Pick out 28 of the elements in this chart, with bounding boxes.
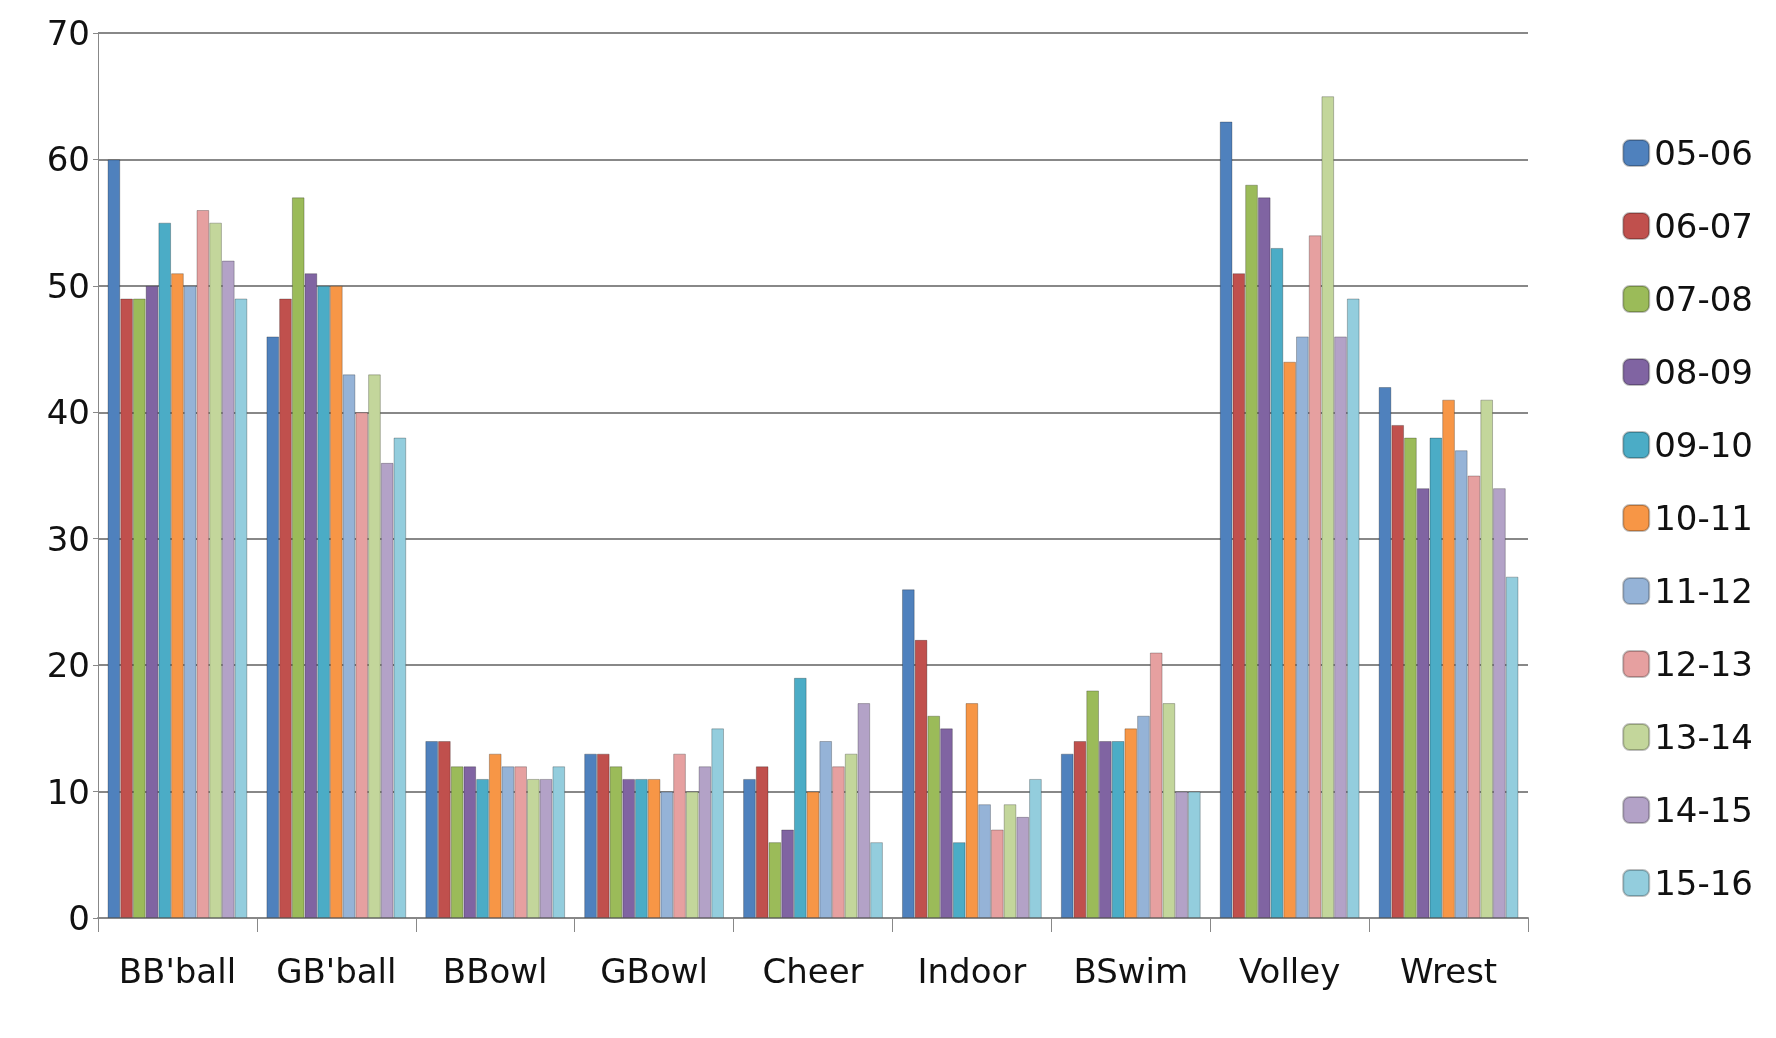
- legend-label: 05-06: [1654, 133, 1753, 173]
- y-tick-label: 40: [46, 392, 90, 433]
- y-tick-label: 10: [46, 771, 90, 812]
- legend-label: 06-07: [1654, 206, 1753, 246]
- legend-label: 14-15: [1654, 790, 1753, 830]
- legend-label: 07-08: [1654, 279, 1753, 319]
- y-tick-label: 70: [46, 13, 90, 53]
- y-tick-label: 50: [46, 265, 90, 306]
- x-tick-label: Cheer: [762, 951, 864, 991]
- y-tick-label: 0: [68, 898, 90, 938]
- legend-label: 15-16: [1654, 863, 1753, 903]
- y-tick-label: 30: [46, 518, 90, 559]
- legend-label: 09-10: [1654, 425, 1753, 465]
- legend-label: 11-12: [1654, 571, 1753, 611]
- y-tick-label: 60: [46, 139, 90, 180]
- x-tick-label: BB'ball: [118, 951, 237, 991]
- x-tick-label: GB'ball: [276, 951, 397, 991]
- y-tick-label: 20: [46, 645, 90, 686]
- x-tick-label: Volley: [1238, 951, 1341, 991]
- x-tick-label: GBowl: [600, 951, 708, 991]
- legend-label: 13-14: [1654, 717, 1753, 757]
- legend-label: 08-09: [1654, 352, 1753, 392]
- legend-label: 10-11: [1654, 498, 1753, 538]
- x-tick-label: Indoor: [917, 951, 1027, 991]
- legend-label: 12-13: [1654, 644, 1753, 684]
- x-tick-label: BBowl: [442, 951, 548, 991]
- x-tick-label: BSwim: [1073, 951, 1189, 991]
- x-tick-label: Wrest: [1399, 951, 1498, 991]
